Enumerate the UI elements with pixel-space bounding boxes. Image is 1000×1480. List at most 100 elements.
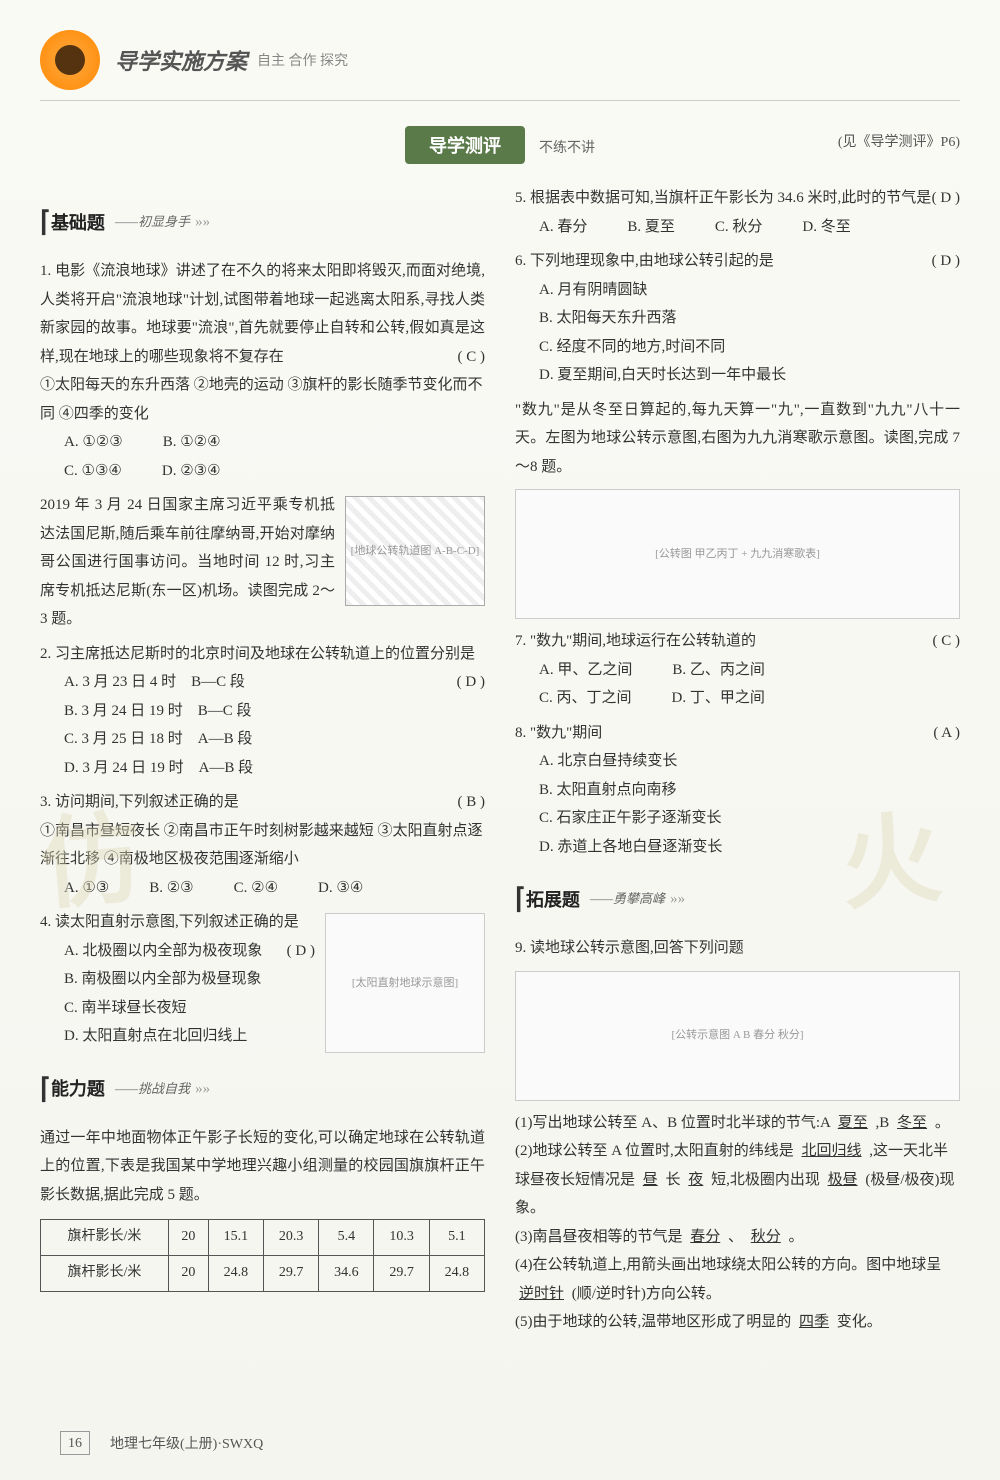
logo-icon bbox=[40, 30, 100, 90]
q9p5-end: 变化。 bbox=[837, 1314, 882, 1330]
q9p1-b: 冬至 bbox=[893, 1115, 931, 1131]
q3-opt-c: C. ②④ bbox=[234, 874, 278, 903]
question-1: 1. 电影《流浪地球》讲述了在不久的将来太阳即将毁灭,而面对绝境,人类将开启"流… bbox=[40, 257, 485, 485]
q3-text: 3. 访问期间,下列叙述正确的是 bbox=[40, 794, 239, 810]
q9p2-a: 北回归线 bbox=[798, 1143, 866, 1159]
section-extend-sub: ——勇攀高峰 bbox=[590, 887, 665, 912]
section-extend-title: 拓展题 bbox=[526, 883, 580, 917]
q5-opt-d: D. 冬至 bbox=[802, 213, 850, 242]
q9p3-pre: (3)南昌昼夜相等的节气是 bbox=[515, 1229, 683, 1245]
top-subtitle: 自主 合作 探究 bbox=[257, 50, 348, 70]
table-cell: 旗杆影长/米 bbox=[41, 1220, 169, 1256]
arrow-icon: »» bbox=[670, 885, 685, 914]
table-cell: 10.3 bbox=[374, 1220, 429, 1256]
q6-opt-a: A. 月有阴晴圆缺 bbox=[539, 276, 960, 305]
q6-text: 6. 下列地理现象中,由地球公转引起的是 bbox=[515, 253, 774, 269]
q2-opt-d: D. 3 月 24 日 19 时 A—B 段 bbox=[64, 754, 485, 783]
table-cell: 24.8 bbox=[208, 1255, 263, 1291]
top-header: 导学实施方案 自主 合作 探究 bbox=[40, 20, 960, 101]
q4-text: 4. 读太阳直射示意图,下列叙述正确的是 bbox=[40, 914, 299, 930]
table-cell: 29.7 bbox=[264, 1255, 319, 1291]
q8-opt-b: B. 太阳直射点向南移 bbox=[539, 776, 960, 805]
table-cell: 34.6 bbox=[319, 1255, 374, 1291]
table-cell: 24.8 bbox=[429, 1255, 484, 1291]
q8-text: 8. "数九"期间 bbox=[515, 725, 602, 741]
q9p1-mid: ,B bbox=[876, 1115, 890, 1131]
q9-part5: (5)由于地球的公转,温带地区形成了明显的 四季 变化。 bbox=[515, 1308, 960, 1337]
q1-answer: ( C ) bbox=[458, 343, 486, 372]
q7-opt-d: D. 丁、甲之间 bbox=[672, 684, 765, 713]
section-ability-sub: ——挑战自我 bbox=[115, 1077, 190, 1102]
q6-answer: ( D ) bbox=[932, 247, 960, 276]
banner-right: (见《导学测评》P6) bbox=[838, 131, 960, 151]
section-basic-title: 基础题 bbox=[51, 206, 105, 240]
footer: 16 地理七年级(上册)·SWXQ bbox=[60, 1431, 263, 1455]
q1-opt-d: D. ②③④ bbox=[162, 457, 221, 486]
table-cell: 20 bbox=[169, 1255, 209, 1291]
q5-opt-b: B. 夏至 bbox=[627, 213, 675, 242]
question-4: [太阳直射地球示意图] 4. 读太阳直射示意图,下列叙述正确的是( D ) A.… bbox=[40, 908, 485, 1051]
q2-text: 2. 习主席抵达尼斯时的北京时间及地球在公转轨道上的位置分别是 bbox=[40, 646, 475, 662]
book-title: 地理七年级(上册)·SWXQ bbox=[110, 1433, 263, 1453]
question-8: 8. "数九"期间( A ) A. 北京白昼持续变长 B. 太阳直射点向南移 C… bbox=[515, 719, 960, 862]
q3-items: ①南昌市昼短夜长 ②南昌市正午时刻树影越来越短 ③太阳直射点逐渐往北移 ④南极地… bbox=[40, 817, 485, 874]
q6-opt-b: B. 太阳每天东升西落 bbox=[539, 304, 960, 333]
question-2: 2. 习主席抵达尼斯时的北京时间及地球在公转轨道上的位置分别是( D ) A. … bbox=[40, 640, 485, 783]
q9p4-a: 逆时针 bbox=[515, 1286, 568, 1302]
q6-opt-d: D. 夏至期间,白天时长达到一年中最长 bbox=[539, 361, 960, 390]
q7-opt-b: B. 乙、丙之间 bbox=[672, 656, 765, 685]
q9p2-d: 极昼 bbox=[824, 1172, 862, 1188]
section-extend-header: ⌈ 拓展题 ——勇攀高峰 »» bbox=[515, 873, 960, 926]
q2-opt-a: A. 3 月 23 日 4 时 B—C 段 bbox=[64, 668, 485, 697]
q9-part1: (1)写出地球公转至 A、B 位置时北半球的节气:A 夏至 ,B 冬至 。 bbox=[515, 1109, 960, 1138]
orbit-diagram-1: [地球公转轨道图 A-B-C-D] bbox=[345, 496, 485, 606]
q3-answer: ( B ) bbox=[458, 788, 486, 817]
q8-answer: ( A ) bbox=[933, 719, 960, 748]
q5-answer: ( D ) bbox=[932, 184, 960, 213]
q5-opt-a: A. 春分 bbox=[539, 213, 587, 242]
table-row: 旗杆影长/米 20 15.1 20.3 5.4 10.3 5.1 bbox=[41, 1220, 485, 1256]
question-5: 5. 根据表中数据可知,当旗杆正午影长为 34.6 米时,此时的节气是( D )… bbox=[515, 184, 960, 241]
banner-badge: 导学测评 bbox=[405, 126, 525, 164]
context-23: [地球公转轨道图 A-B-C-D] 2019 年 3 月 24 日国家主席习近平… bbox=[40, 491, 485, 634]
q2-opt-c: C. 3 月 25 日 18 时 A—B 段 bbox=[64, 725, 485, 754]
q5-text: 5. 根据表中数据可知,当旗杆正午影长为 34.6 米时,此时的节气是 bbox=[515, 190, 931, 206]
table-cell: 20.3 bbox=[264, 1220, 319, 1256]
q9p5-pre: (5)由于地球的公转,温带地区形成了明显的 bbox=[515, 1314, 791, 1330]
table-cell: 20 bbox=[169, 1220, 209, 1256]
q7-opt-c: C. 丙、丁之间 bbox=[539, 684, 632, 713]
section-ability-header: ⌈ 能力题 ——挑战自我 »» bbox=[40, 1063, 485, 1116]
q1-opt-a: A. ①②③ bbox=[64, 428, 123, 457]
bracket-icon: ⌈ bbox=[40, 1063, 51, 1116]
flag-shadow-table: 旗杆影长/米 20 15.1 20.3 5.4 10.3 5.1 旗杆影长/米 … bbox=[40, 1219, 485, 1291]
q7-answer: ( C ) bbox=[933, 627, 961, 656]
section-basic-header: ⌈ 基础题 ——初显身手 »» bbox=[40, 196, 485, 249]
right-column: 5. 根据表中数据可知,当旗杆正午影长为 34.6 米时,此时的节气是( D )… bbox=[515, 184, 960, 1343]
q3-opt-a: A. ①③ bbox=[64, 874, 109, 903]
left-column: ⌈ 基础题 ——初显身手 »» 1. 电影《流浪地球》讲述了在不久的将来太阳即将… bbox=[40, 184, 485, 1343]
q9p3-b: 秋分 bbox=[747, 1229, 785, 1245]
q9p2-mid3: 短,北极圈内出现 bbox=[711, 1172, 820, 1188]
q2-opt-b: B. 3 月 24 日 19 时 B—C 段 bbox=[64, 697, 485, 726]
q6-opt-c: C. 经度不同的地方,时间不同 bbox=[539, 333, 960, 362]
table-row: 旗杆影长/米 20 24.8 29.7 34.6 29.7 24.8 bbox=[41, 1255, 485, 1291]
question-6: 6. 下列地理现象中,由地球公转引起的是 ( D ) A. 月有阴晴圆缺 B. 太… bbox=[515, 247, 960, 390]
content: ⌈ 基础题 ——初显身手 »» 1. 电影《流浪地球》讲述了在不久的将来太阳即将… bbox=[40, 184, 960, 1343]
q9p5-a: 四季 bbox=[795, 1314, 833, 1330]
section-ability-title: 能力题 bbox=[51, 1072, 105, 1106]
q9-part2: (2)地球公转至 A 位置时,太阳直射的纬线是 北回归线 ,这一天北半球昼夜长短… bbox=[515, 1137, 960, 1223]
q9p4-end: (顺/逆时针)方向公转。 bbox=[572, 1286, 721, 1302]
q7-text: 7. "数九"期间,地球运行在公转轨道的 bbox=[515, 633, 756, 649]
q9p4-pre: (4)在公转轨道上,用箭头画出地球绕太阳公转的方向。图中地球呈 bbox=[515, 1257, 941, 1273]
q3-opt-b: B. ②③ bbox=[149, 874, 193, 903]
context-78: "数九"是从冬至日算起的,每九天算一"九",一直数到"九九"八十一天。左图为地球… bbox=[515, 396, 960, 482]
q8-opt-a: A. 北京白昼持续变长 bbox=[539, 747, 960, 776]
q9p2-c: 夜 bbox=[684, 1172, 707, 1188]
q9p2-mid2: 长 bbox=[666, 1172, 681, 1188]
q9p3-a: 春分 bbox=[686, 1229, 724, 1245]
q9-part4: (4)在公转轨道上,用箭头画出地球绕太阳公转的方向。图中地球呈 逆时针 (顺/逆… bbox=[515, 1251, 960, 1308]
table-cell: 29.7 bbox=[374, 1255, 429, 1291]
table-cell: 5.1 bbox=[429, 1220, 484, 1256]
section-basic-sub: ——初显身手 bbox=[115, 210, 190, 235]
orbit-diagram-9: [公转示意图 A B 春分 秋分] bbox=[515, 971, 960, 1101]
